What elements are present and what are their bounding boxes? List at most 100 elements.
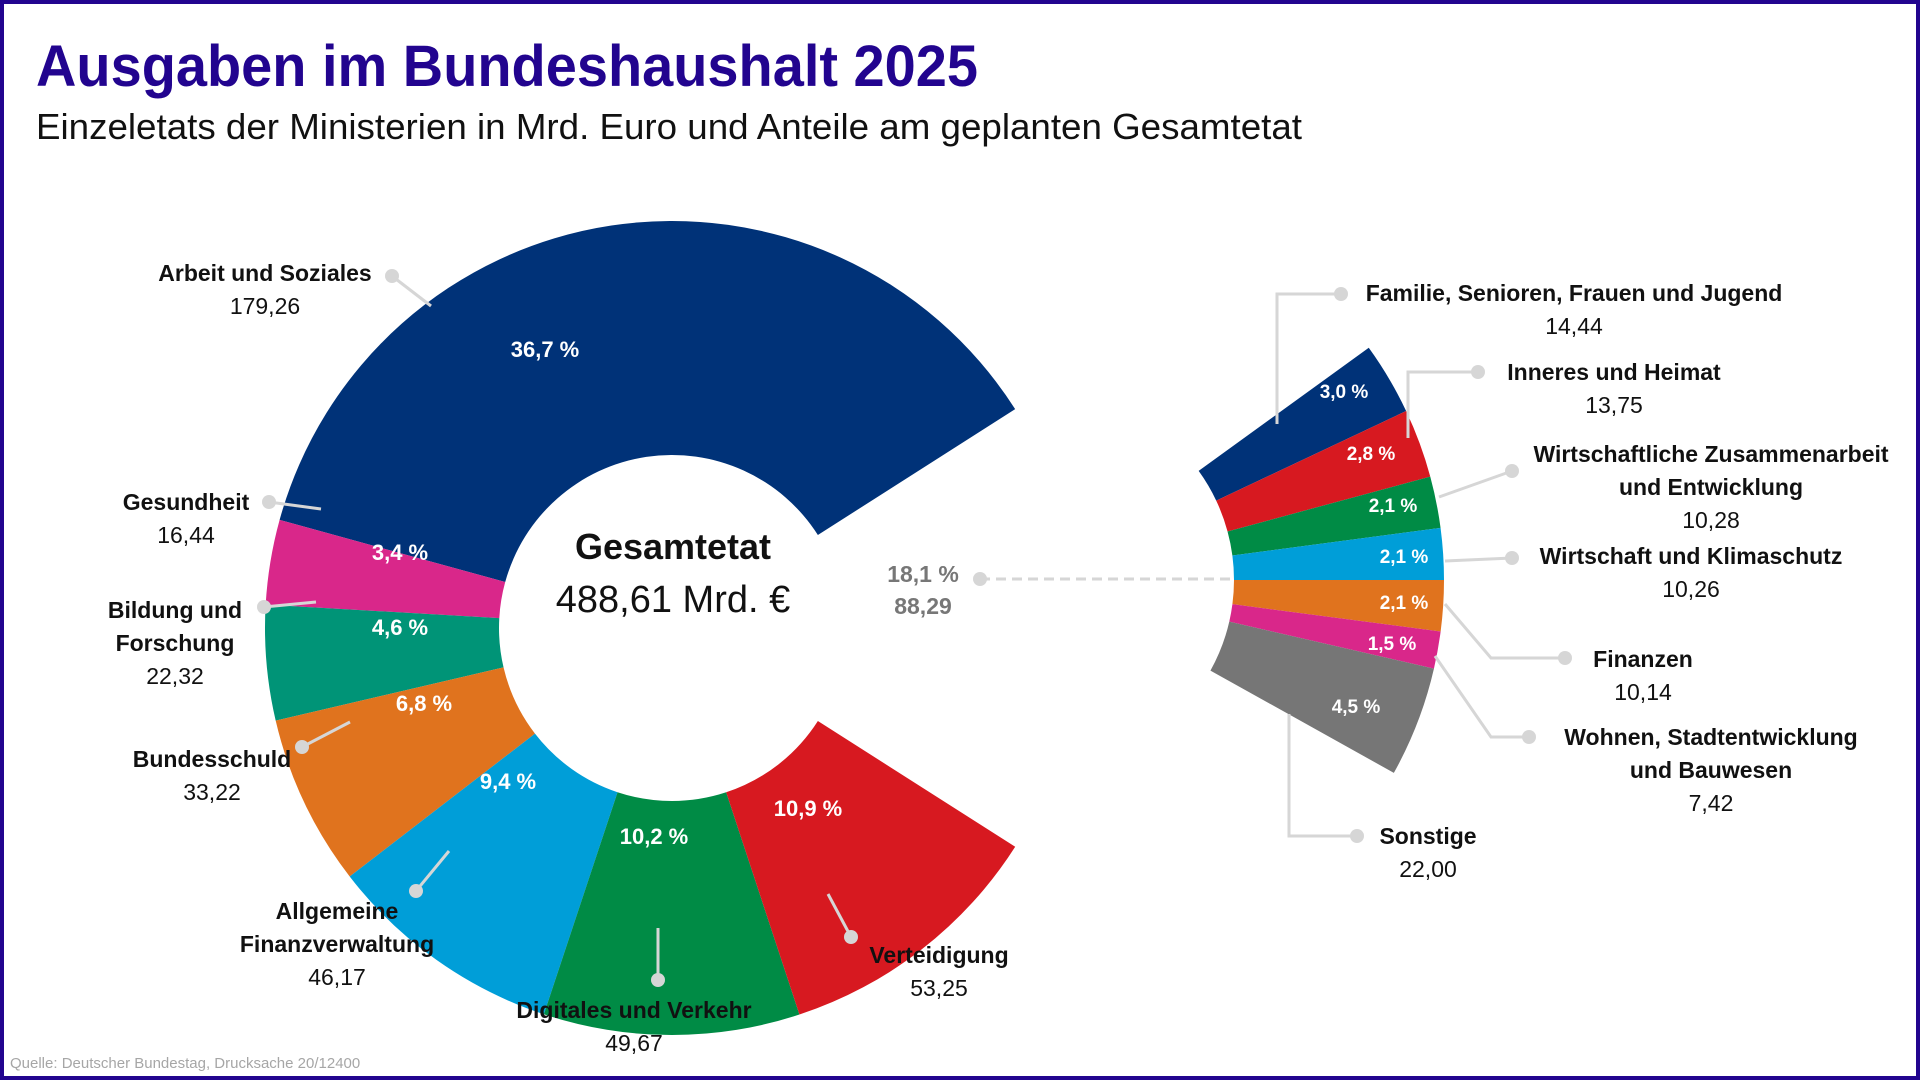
label-value: 53,25 (910, 975, 968, 1001)
slice-percent-gesundheit: 3,4 % (372, 540, 428, 565)
label-value: 10,28 (1682, 507, 1740, 533)
label-name: Wirtschaft und Klimaschutz (1540, 543, 1843, 569)
leader-line (826, 893, 853, 938)
label-verteidigung: Verteidigung 53,25 (869, 942, 1008, 1001)
label-digitales-und-verkehr: Digitales und Verkehr 49,67 (516, 997, 751, 1056)
detail-percent-finanzen: 2,1 % (1380, 593, 1429, 614)
label-value: 46,17 (308, 964, 366, 990)
detail-percent-sonstige: 4,5 % (1332, 697, 1381, 718)
leader-dot (1522, 730, 1536, 744)
leader-dot (262, 495, 276, 509)
label-name: Sonstige (1379, 823, 1476, 849)
detail-slice-wirtschaft-und-klimaschutz[interactable] (1232, 527, 1444, 580)
leader-line (1438, 469, 1513, 499)
other-value-label: 88,29 (894, 593, 952, 619)
leader-line (263, 600, 317, 609)
leader-lines (257, 269, 1572, 987)
slice-labels: Arbeit und Soziales 179,26 Gesundheit 16,44… (108, 260, 1889, 1056)
label-value: 22,32 (146, 663, 204, 689)
detail-label-sonstige: Sonstige 22,00 (1379, 823, 1476, 882)
detail-label-finanzen: Finanzen 10,14 (1593, 646, 1693, 705)
leader-dot (651, 973, 665, 987)
detail-slice-inneres-und-heimat[interactable] (1216, 410, 1431, 532)
label-value: 13,75 (1585, 392, 1643, 418)
label-bundesschuld: Bundesschuld 33,22 (133, 746, 291, 805)
leader-dot (1505, 464, 1519, 478)
detail-segment: 3,0 % 2,8 % 2,1 % 2,1 % 2,1 % 1,5 % 4,5 % (1198, 347, 1444, 773)
leader-line (1443, 603, 1565, 660)
center-title: Gesamtetat (575, 526, 771, 567)
leader-dot (844, 930, 858, 944)
detail-percent-wirtschaft-und-klimaschutz: 2,1 % (1380, 547, 1429, 568)
leader-dot (295, 740, 309, 754)
label-value: 14,44 (1545, 313, 1603, 339)
leader-dot (385, 269, 399, 283)
center-total: 488,61 Mrd. € (556, 579, 790, 621)
detail-percent-inneres-und-heimat: 2,8 % (1347, 444, 1396, 465)
slice-percent-bundesschuld: 6,8 % (396, 691, 452, 716)
label-name: Wohnen, Stadtentwicklung (1564, 724, 1857, 750)
leader-line (301, 720, 351, 749)
label-name: Arbeit und Soziales (158, 260, 371, 286)
source-note: Quelle: Deutscher Bundestag, Drucksache … (10, 1055, 360, 1072)
connector-dot (973, 572, 987, 586)
label-value: 49,67 (605, 1030, 663, 1056)
detail-label-inneres-und-heimat: Inneres und Heimat 13,75 (1507, 359, 1721, 418)
leader-line (1287, 714, 1357, 838)
leader-dot (409, 884, 423, 898)
label-name: und Entwicklung (1619, 474, 1803, 500)
slice-allgemeine-finanzverwaltung[interactable] (349, 733, 618, 1015)
leader-line (1406, 370, 1478, 438)
leader-dot (1334, 287, 1348, 301)
detail-slice-finanzen[interactable] (1232, 580, 1444, 632)
slice-percent-digitales-und-verkehr: 10,2 % (620, 824, 689, 849)
label-name: Allgemeine (276, 898, 399, 924)
leader-dot (1471, 365, 1485, 379)
slice-percent-arbeit-und-soziales: 36,7 % (511, 337, 580, 362)
label-value: 7,42 (1689, 790, 1734, 816)
slice-gesundheit[interactable] (265, 519, 506, 619)
label-name: Bundesschuld (133, 746, 291, 772)
detail-slice-sonstige[interactable] (1210, 621, 1434, 773)
slice-bildung-und-forschung[interactable] (265, 604, 504, 721)
label-name: und Bauwesen (1630, 757, 1792, 783)
detail-slice-wohnen-stadtentwicklung-und-bauwesen[interactable] (1229, 604, 1441, 669)
leader-line (1275, 292, 1341, 424)
detail-label-wirtschaftliche-zusammenarbeit-und-entwicklung: Wirtschaftliche Zusammenarbeit und Entwic… (1533, 441, 1888, 533)
label-value: 179,26 (230, 293, 300, 319)
label-name: Finanzen (1593, 646, 1693, 672)
chart-subtitle: Einzeletats der Ministerien in Mrd. Euro… (36, 106, 1302, 147)
leader-line (414, 850, 451, 892)
detail-label-familie-senioren-frauen-und-jugend: Familie, Senioren, Frauen und Jugend 14,4… (1366, 280, 1783, 339)
other-percent-label: 18,1 % (887, 561, 959, 587)
label-name: Familie, Senioren, Frauen und Jugend (1366, 280, 1783, 306)
detail-label-wirtschaft-und-klimaschutz: Wirtschaft und Klimaschutz 10,26 (1540, 543, 1843, 602)
detail-slice-wirtschaftliche-zusammenarbeit-und-entwicklung[interactable] (1227, 476, 1441, 556)
leader-line (268, 500, 322, 511)
leader-dot (257, 600, 271, 614)
slice-percent-allgemeine-finanzverwaltung: 9,4 % (480, 769, 536, 794)
label-bildung-und-forschung: Bildung und Forschung 22,32 (108, 597, 242, 689)
slice-percent-verteidigung: 10,9 % (774, 796, 843, 821)
label-name: Wirtschaftliche Zusammenarbeit (1533, 441, 1888, 467)
chart-title: Ausgaben im Bundeshaushalt 2025 (36, 34, 978, 99)
label-name: Finanzverwaltung (240, 931, 434, 957)
slice-bundesschuld[interactable] (275, 667, 535, 877)
slice-percent-bildung-und-forschung: 4,6 % (372, 615, 428, 640)
label-name: Digitales und Verkehr (516, 997, 751, 1023)
detail-slice-familie-senioren-frauen-und-jugend[interactable] (1198, 347, 1407, 501)
leader-dot (1505, 551, 1519, 565)
label-value: 16,44 (157, 522, 215, 548)
detail-label-wohnen-stadtentwicklung-und-bauwesen: Wohnen, Stadtentwicklung und Bauwesen 7,42 (1564, 724, 1857, 816)
label-value: 10,26 (1662, 576, 1720, 602)
label-allgemeine-finanzverwaltung: Allgemeine Finanzverwaltung 46,17 (240, 898, 434, 990)
leader-dot (1558, 651, 1572, 665)
label-name: Gesundheit (123, 489, 250, 515)
detail-percent-wirtschaftliche-zusammenarbeit-und-entwicklung: 2,1 % (1369, 496, 1418, 517)
slice-arbeit-und-soziales[interactable] (279, 220, 1016, 583)
label-value: 10,14 (1614, 679, 1672, 705)
slice-verteidigung[interactable] (726, 720, 1016, 1015)
slice-digitales-und-verkehr[interactable] (543, 792, 800, 1035)
label-name: Forschung (116, 630, 235, 656)
